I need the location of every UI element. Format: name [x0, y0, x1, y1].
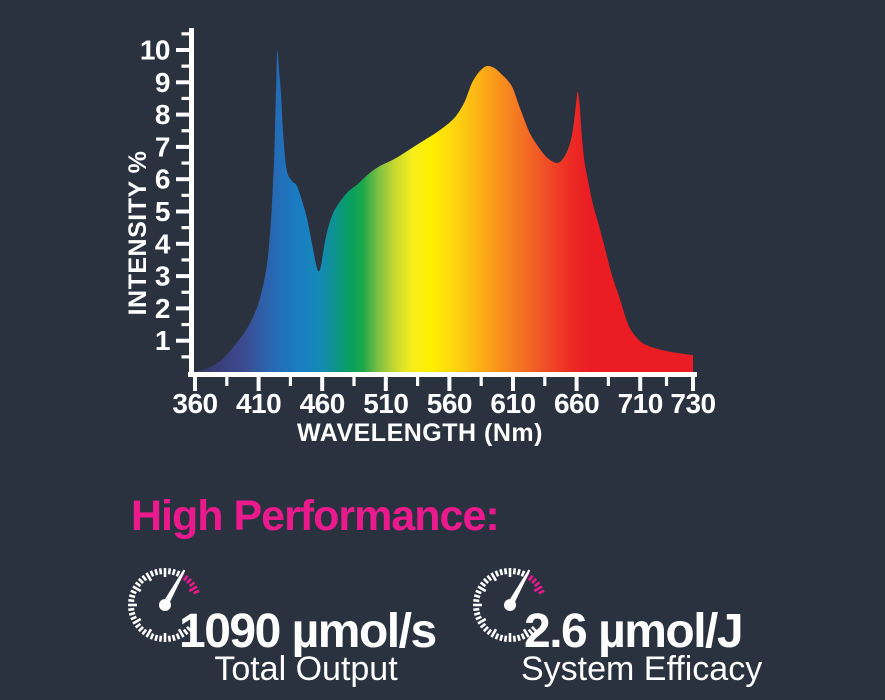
x-tick-label: 610 — [490, 388, 535, 419]
gauge-icon — [473, 568, 545, 642]
spectrum-area — [195, 49, 693, 373]
x-tick-label: 360 — [172, 388, 217, 419]
x-tick-label: 510 — [363, 388, 408, 419]
stat-label: System Efficacy — [521, 650, 763, 688]
stat-value: 1090 µmol/s — [179, 605, 437, 658]
y-axis-title: INTENSITY % — [124, 151, 152, 316]
y-tick-label: 4 — [155, 228, 171, 259]
x-tick-label: 710 — [618, 388, 663, 419]
stat-value: 2.6 µmol/J — [524, 605, 744, 658]
headline-high-performance: High Performance: — [131, 492, 500, 540]
stat-label: Total Output — [214, 650, 398, 688]
stat-system-efficacy: 2.6 µmol/J System Efficacy — [466, 561, 811, 696]
x-axis-title: WAVELENGTH (Nm) — [297, 419, 543, 447]
y-tick-label: 2 — [155, 293, 170, 324]
gauge-icon — [128, 568, 200, 642]
y-tick-label: 3 — [155, 261, 170, 292]
y-tick-label: 7 — [155, 131, 170, 162]
x-tick-label: 730 — [670, 388, 715, 419]
y-tick-label: 6 — [155, 164, 170, 195]
y-tick-label: 8 — [155, 99, 170, 130]
stat-total-output: 1090 µmol/s Total Output — [121, 561, 466, 696]
y-tick-label: 1 — [155, 325, 170, 356]
x-tick-label: 410 — [236, 388, 281, 419]
x-tick-label: 460 — [300, 388, 345, 419]
y-tick-label: 5 — [155, 196, 170, 227]
y-tick-label: 10 — [140, 35, 170, 66]
x-tick-label: 560 — [427, 388, 472, 419]
y-tick-label: 9 — [155, 67, 170, 98]
x-tick-label: 660 — [554, 388, 599, 419]
